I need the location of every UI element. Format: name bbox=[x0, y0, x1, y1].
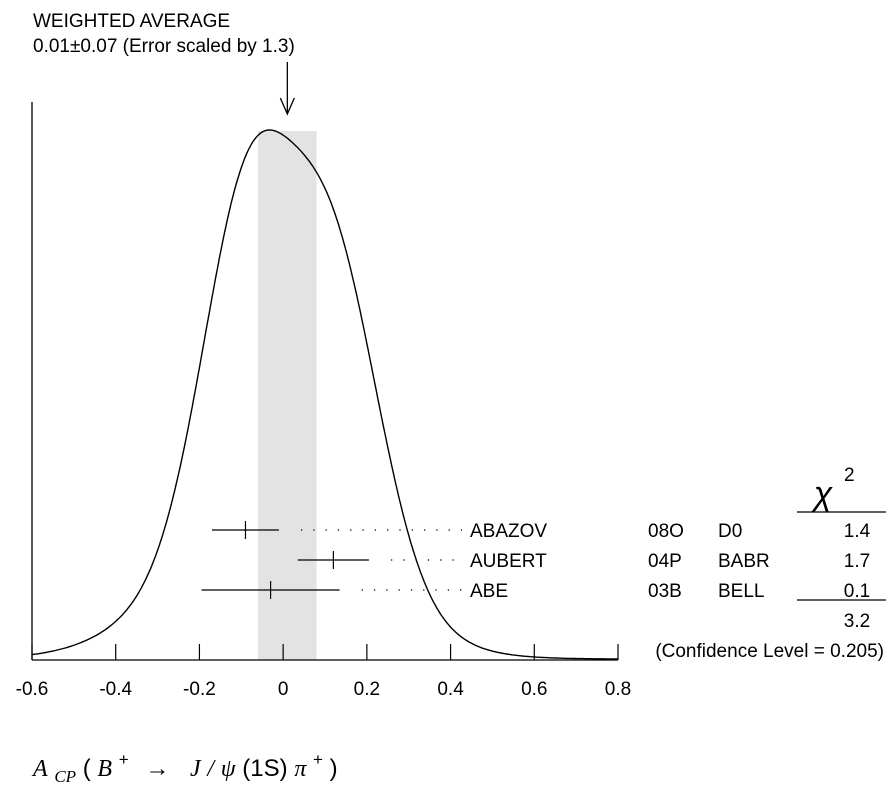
chi2-value: 1.4 bbox=[844, 521, 871, 542]
x-tick-label: 0.8 bbox=[605, 679, 631, 700]
x-label-slash: / bbox=[205, 756, 216, 782]
experiment-label: BABR bbox=[718, 551, 770, 572]
average-arrow-head bbox=[279, 97, 295, 116]
x-label-pi: π bbox=[294, 756, 307, 782]
x-tick-labels: -0.6 -0.4 -0.2 0 0.2 0.4 0.6 0.8 bbox=[16, 679, 632, 700]
author-label: ABE bbox=[470, 581, 508, 602]
measurement-row: ABAZOV 08O D0 1.4 bbox=[211, 521, 871, 542]
experiment-label: BELL bbox=[718, 581, 764, 602]
x-label-arrow: → bbox=[145, 755, 169, 782]
author-label: ABAZOV bbox=[470, 521, 547, 542]
ideogram-curve bbox=[31, 129, 618, 660]
chi2-value: 0.1 bbox=[844, 581, 870, 602]
author-label: AUBERT bbox=[470, 551, 547, 572]
x-label-psi: ψ bbox=[221, 756, 237, 782]
experiment-label: D0 bbox=[718, 521, 742, 542]
confidence-level: (Confidence Level = 0.205) bbox=[655, 641, 884, 662]
chi2-value: 1.7 bbox=[844, 551, 870, 572]
average-text: 0.01±0.07 (Error scaled by 1.3) bbox=[33, 36, 295, 57]
chi2-header: χ 2 bbox=[811, 465, 855, 513]
x-tick-label: -0.2 bbox=[183, 679, 216, 700]
x-tick-label: 0.6 bbox=[521, 679, 547, 700]
x-label-open: ( bbox=[83, 755, 91, 782]
measurement-row: AUBERT 04P BABR 1.7 bbox=[297, 551, 870, 572]
reference-label: 08O bbox=[648, 521, 684, 542]
chi2-symbol: χ bbox=[811, 475, 834, 513]
reference-label: 04P bbox=[648, 551, 682, 572]
x-label-j: J bbox=[190, 756, 202, 782]
x-label-1s: (1S) bbox=[242, 755, 287, 782]
x-label-a: A bbox=[31, 756, 48, 782]
x-label-close: ) bbox=[330, 755, 338, 782]
x-tick-label: -0.6 bbox=[16, 679, 49, 700]
x-label-cp: CP bbox=[54, 767, 76, 786]
x-label-plus2: + bbox=[313, 750, 323, 769]
x-tick-label: 0 bbox=[278, 679, 289, 700]
measurement-row: ABE 03B BELL 0.1 bbox=[201, 581, 870, 602]
x-tick-label: -0.4 bbox=[99, 679, 132, 700]
chi2-exponent: 2 bbox=[844, 465, 855, 486]
x-tick-label: 0.4 bbox=[437, 679, 464, 700]
average-arrow bbox=[279, 62, 295, 116]
average-error-band bbox=[258, 131, 317, 660]
x-label-plus: + bbox=[119, 750, 129, 769]
reference-label: 03B bbox=[648, 581, 682, 602]
x-tick-label: 0.2 bbox=[354, 679, 380, 700]
x-label-b: B bbox=[97, 756, 112, 782]
chart-title: WEIGHTED AVERAGE bbox=[33, 11, 230, 32]
measurements: ABAZOV 08O D0 1.4 AUBERT 04P BABR 1.7 ABE 03B BELL… bbox=[201, 521, 871, 602]
x-axis-label: A CP ( B + → J / ψ (1S) π + ) bbox=[31, 744, 338, 788]
x-tick-marks bbox=[31, 644, 619, 660]
chi2-total: 3.2 bbox=[844, 611, 870, 632]
